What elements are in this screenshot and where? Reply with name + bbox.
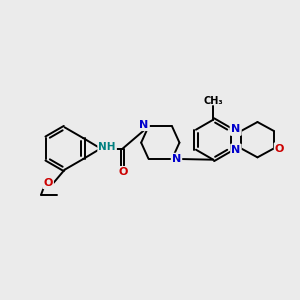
Text: N: N (140, 120, 149, 130)
Text: N: N (231, 124, 240, 134)
Text: O: O (44, 178, 53, 188)
Text: N: N (172, 154, 181, 164)
Text: O: O (118, 167, 128, 177)
Text: N: N (231, 145, 241, 155)
Text: N: N (231, 125, 241, 135)
Text: NH: NH (98, 142, 116, 152)
Text: O: O (275, 143, 284, 154)
Text: CH₃: CH₃ (203, 95, 223, 106)
